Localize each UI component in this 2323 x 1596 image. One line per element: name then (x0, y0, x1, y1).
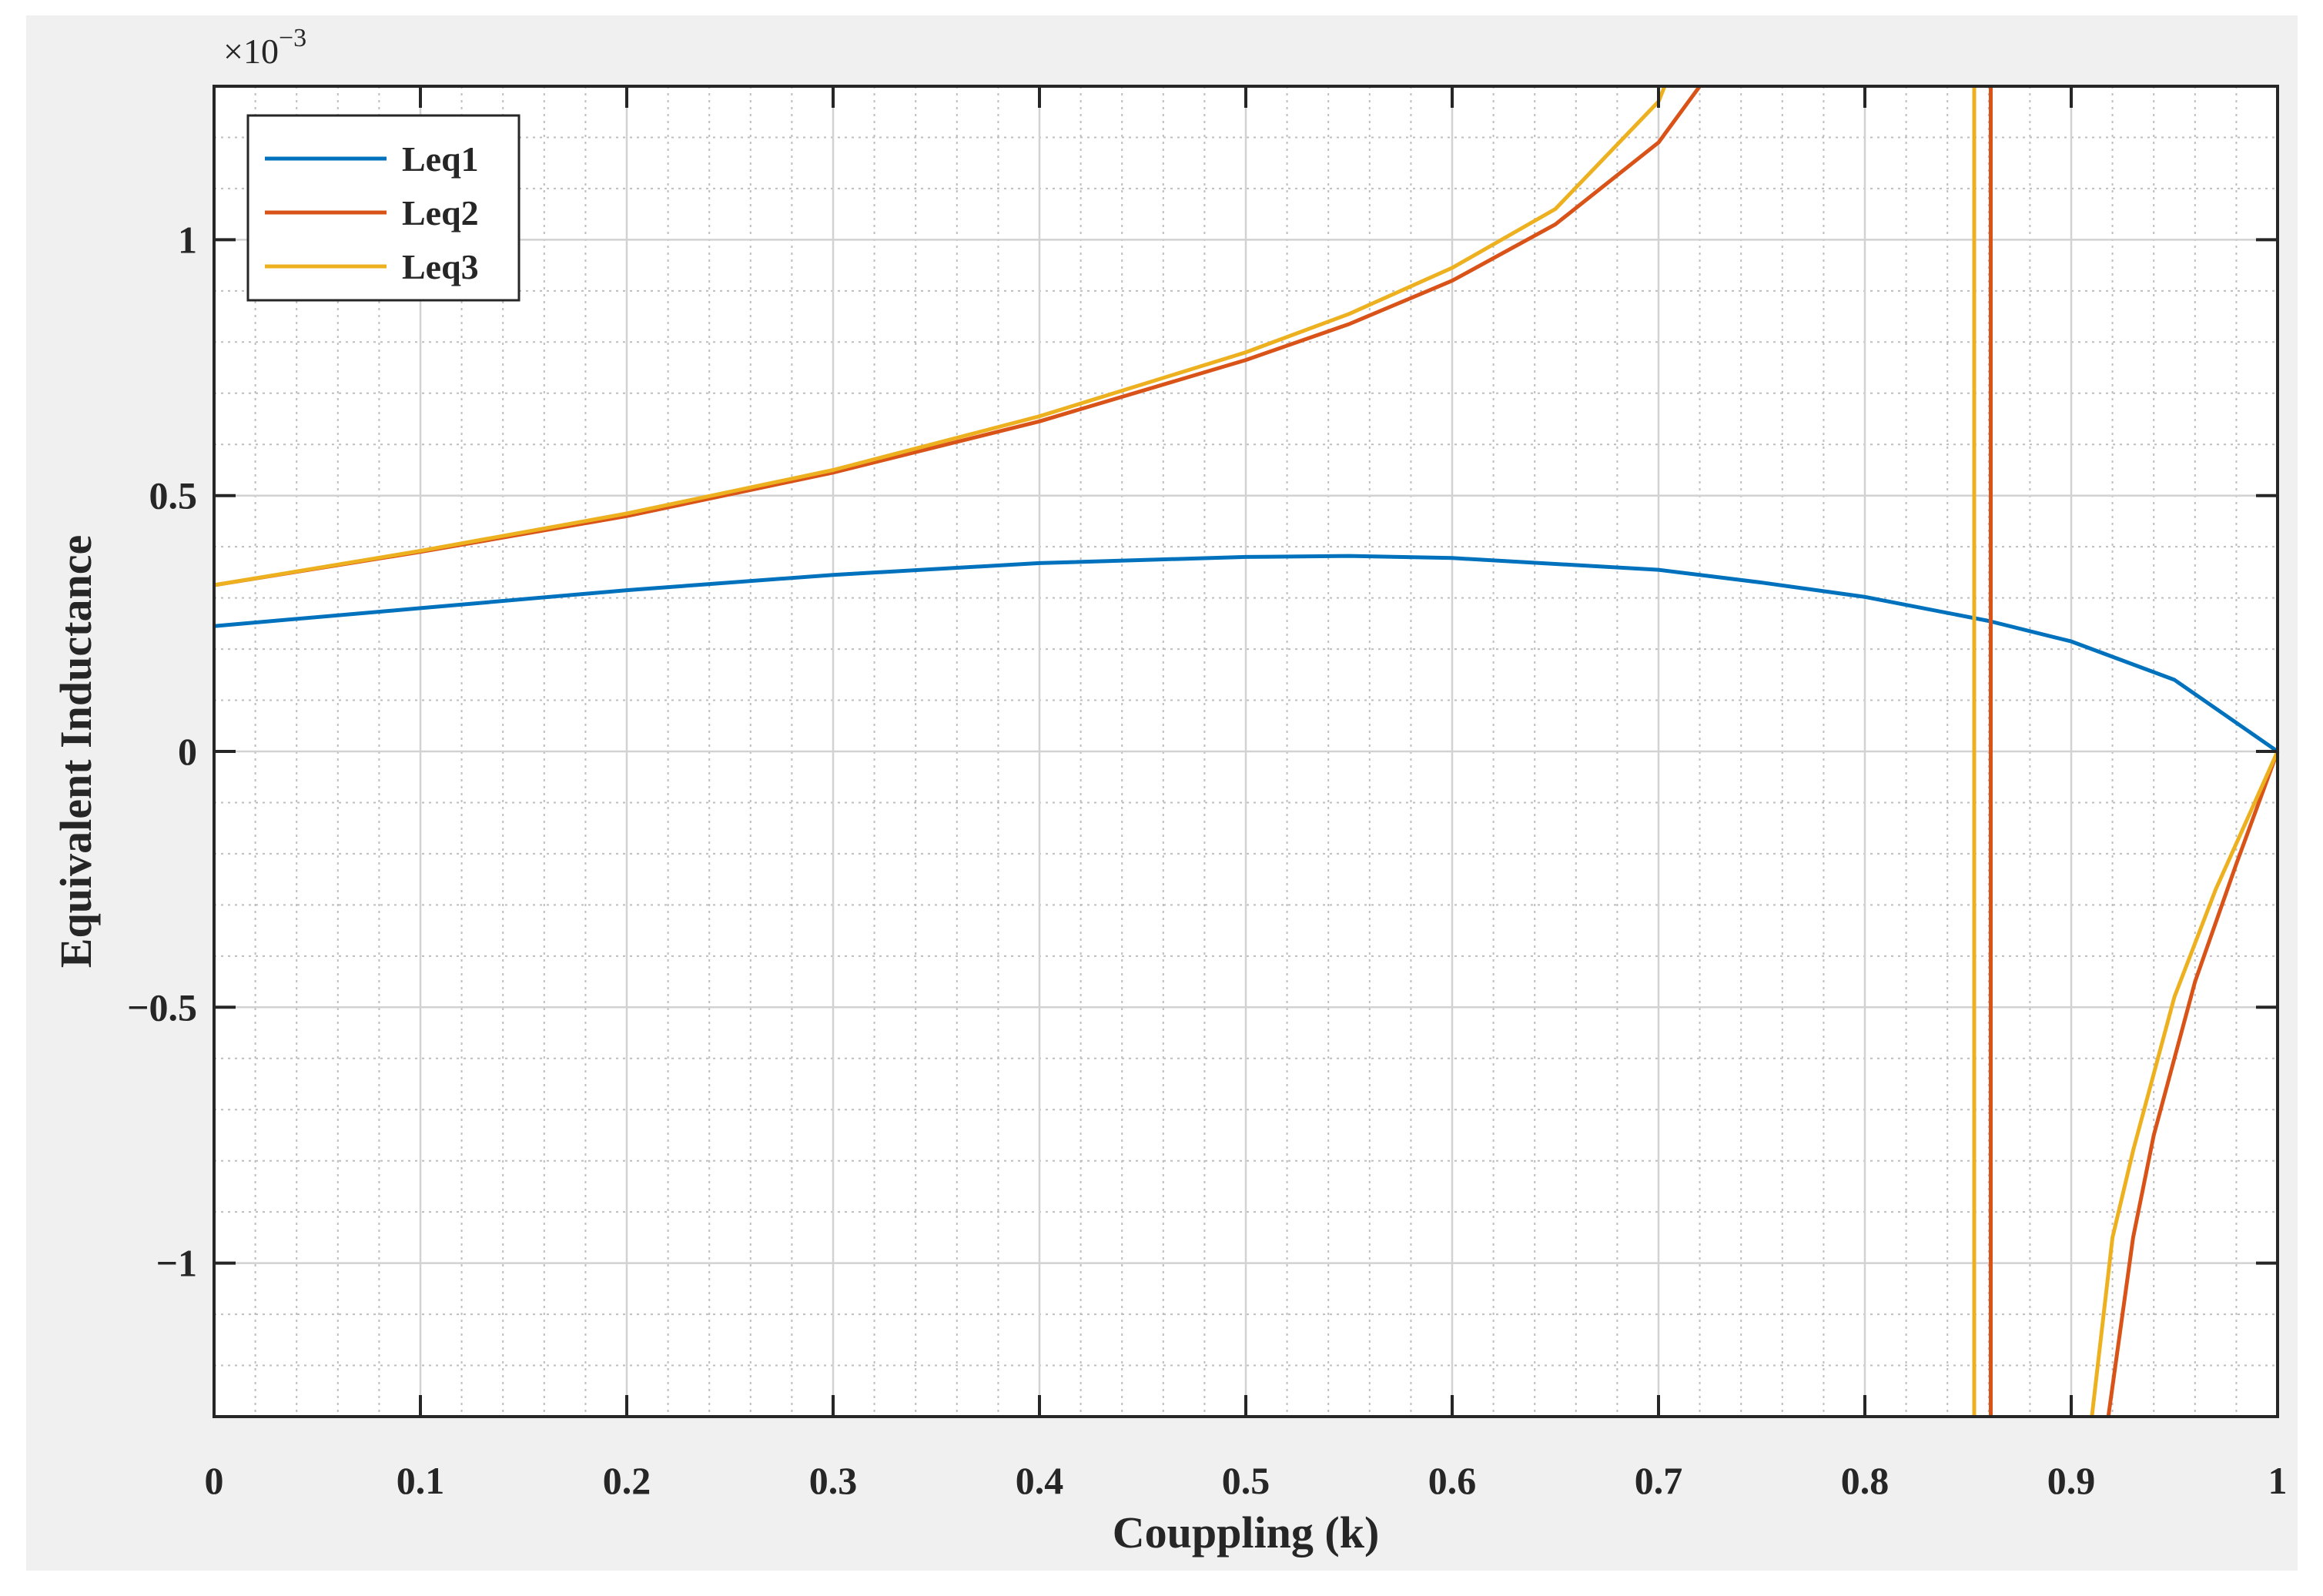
series-line-leq3 (2090, 750, 2280, 1417)
legend-box (246, 114, 520, 302)
y-axis-label: Equivalent Inductance (51, 535, 101, 968)
x-tick-label: 1 (2268, 1459, 2288, 1502)
y-multiplier: ×10−3 (223, 24, 306, 71)
x-tick-label: 0.2 (603, 1459, 651, 1502)
x-tick-label: 0.1 (397, 1459, 445, 1502)
y-tick-label: 0.5 (149, 474, 198, 517)
x-tick-label: 0.6 (1428, 1459, 1477, 1502)
y-tick-label: 0 (178, 730, 197, 773)
x-tick-labels: 0 0.1 0.2 0.3 0.4 0.5 0.6 0.7 0.8 0.9 1 (205, 1459, 2288, 1502)
y-tick-label: 1 (178, 218, 197, 261)
x-tick-label: 0 (205, 1459, 224, 1502)
x-tick-label: 0.4 (1016, 1459, 1064, 1502)
legend-label-leq2: Leq2 (402, 193, 479, 233)
x-tick-label: 0.9 (2047, 1459, 2096, 1502)
y-tick-labels: −1 −0.5 0 0.5 1 (127, 218, 197, 1284)
legend: Leq1 Leq2 Leq3 (246, 114, 520, 302)
legend-label-leq3: Leq3 (402, 247, 479, 286)
x-tick-label: 0.3 (809, 1459, 858, 1502)
series-line-leq1 (213, 554, 2279, 754)
x-axis-label: Couppling (k) (1113, 1507, 1380, 1558)
y-tick-label: −1 (156, 1242, 198, 1285)
series-line-leq2 (213, 85, 1702, 587)
x-tick-label: 0.5 (1222, 1459, 1270, 1502)
series-line-leq3 (213, 85, 1667, 587)
y-multiplier-base: ×10 (223, 32, 279, 71)
tick-marks (213, 86, 2279, 1417)
y-tick-label: −0.5 (127, 985, 197, 1029)
legend-label-leq1: Leq1 (402, 139, 479, 179)
series-layer (213, 85, 2280, 1417)
x-tick-label: 0.7 (1635, 1459, 1683, 1502)
y-multiplier-exponent: −3 (279, 24, 306, 52)
x-tick-label: 0.8 (1841, 1459, 1890, 1502)
series-line-leq2 (2106, 751, 2280, 1417)
